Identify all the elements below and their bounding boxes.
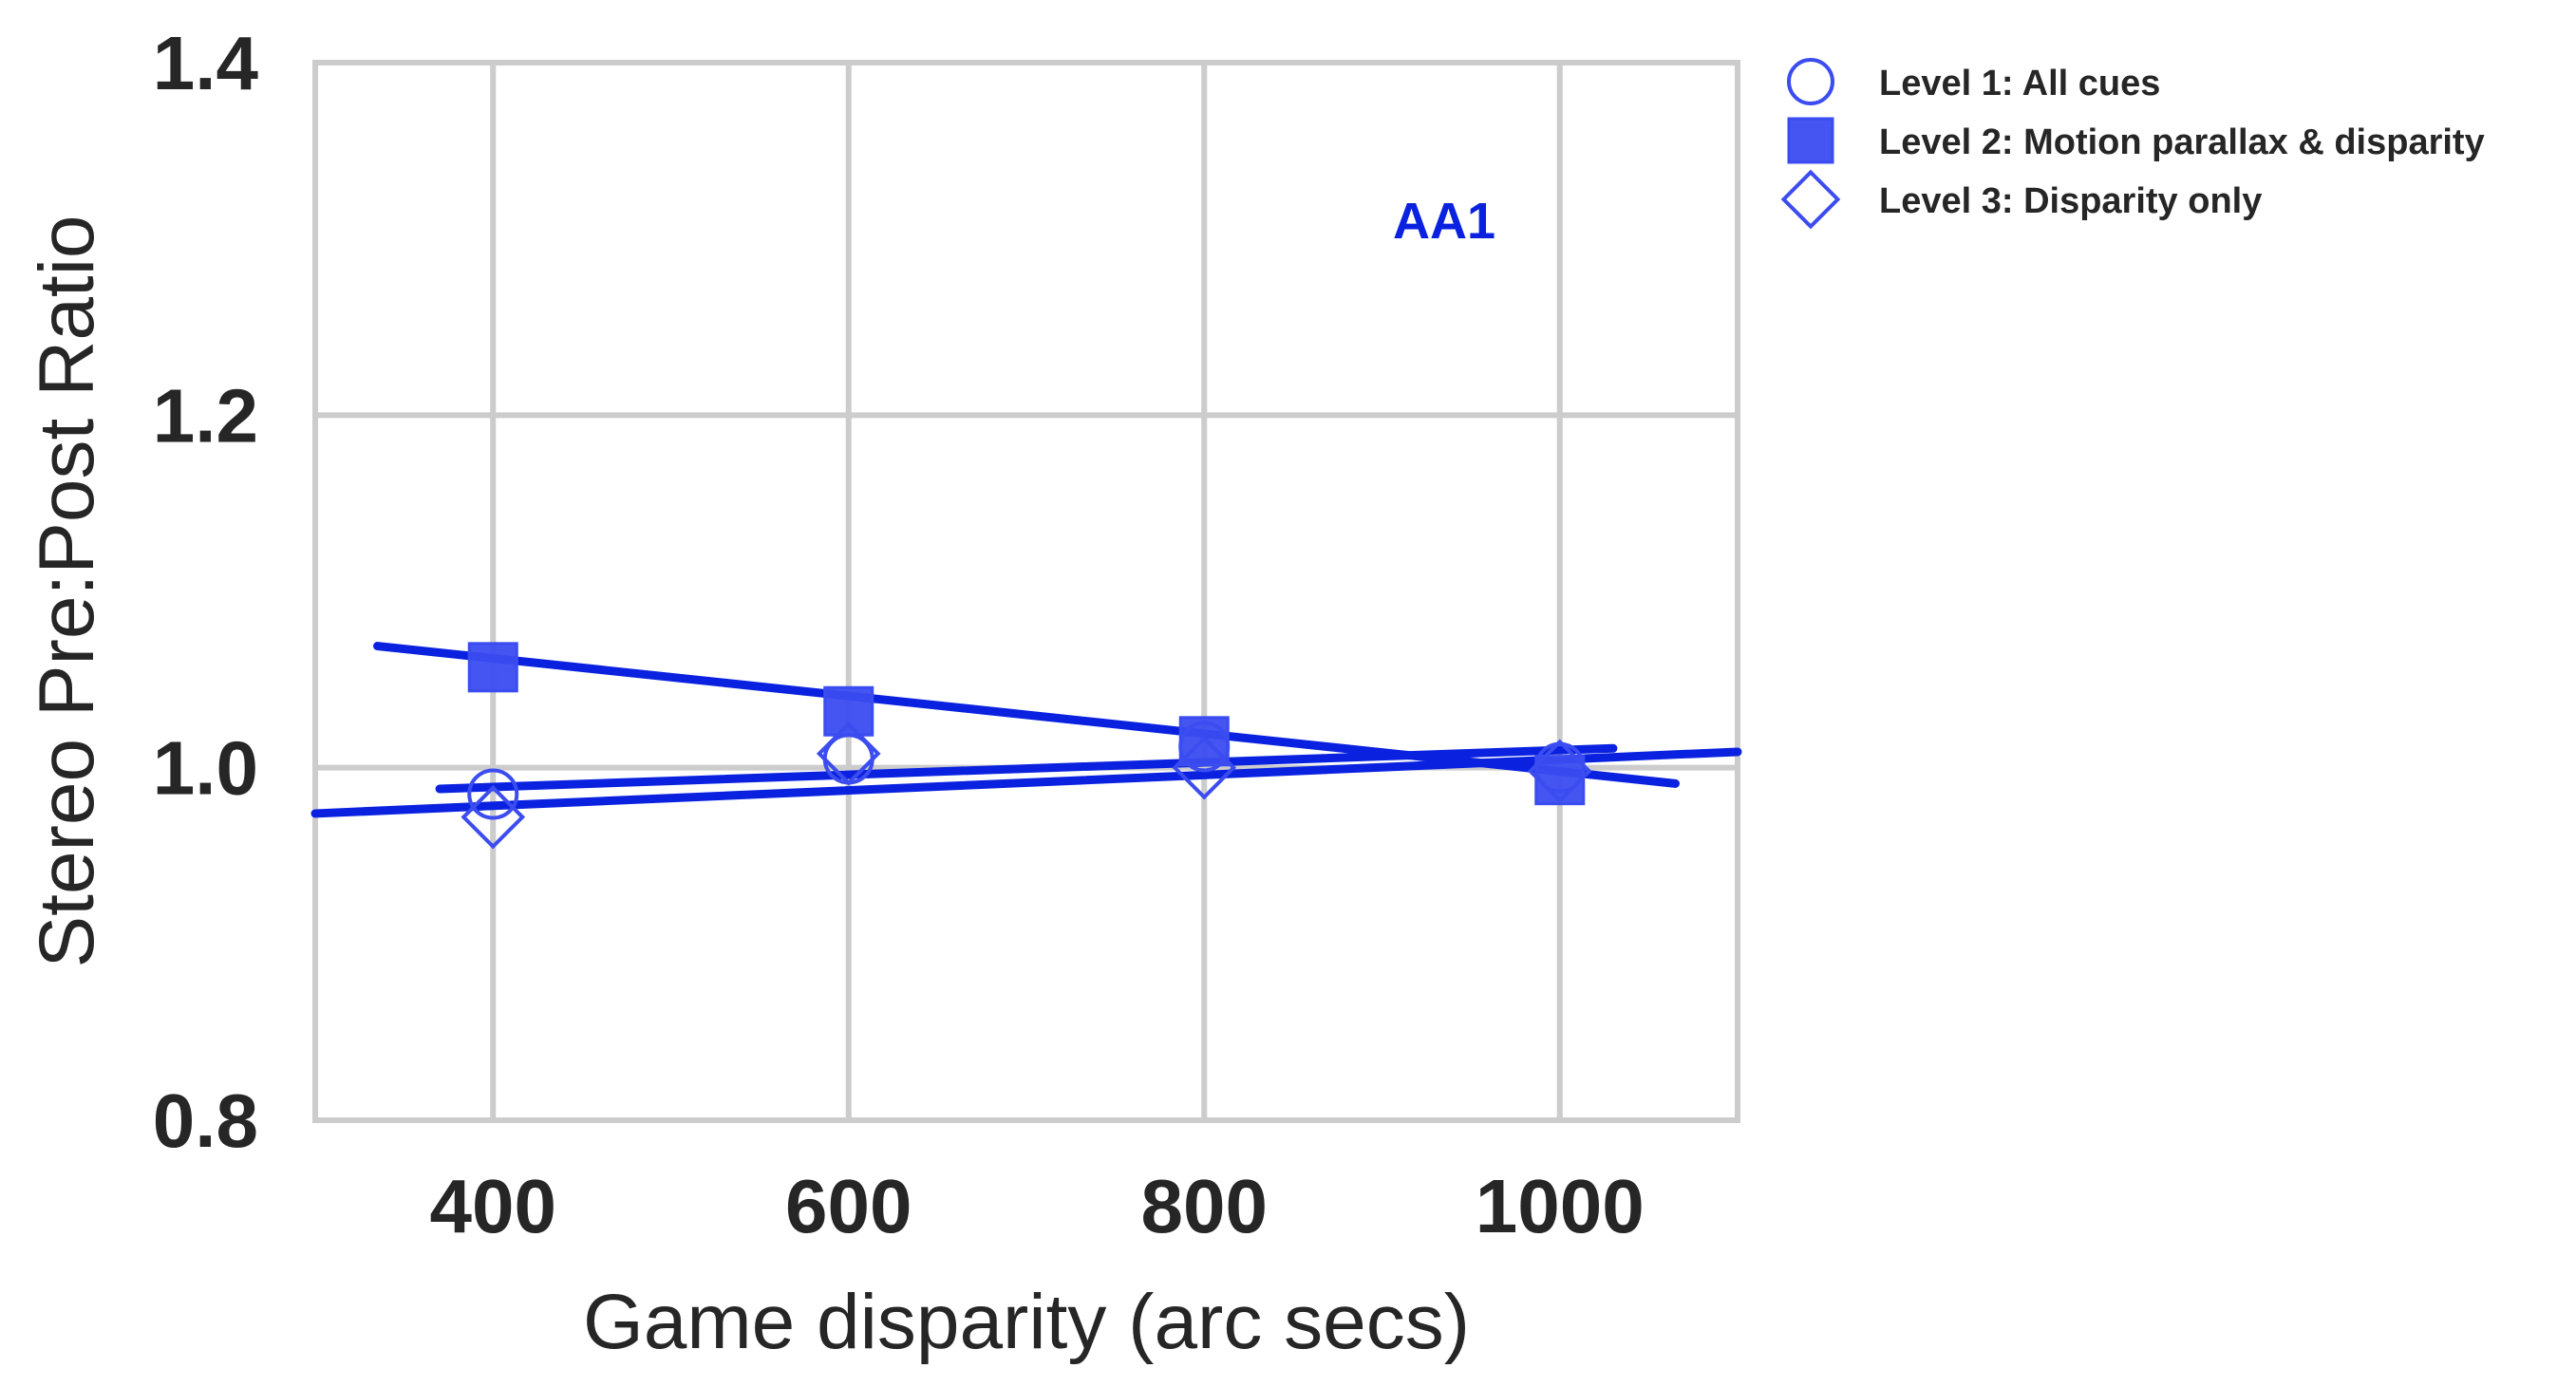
x-tick-label: 600 [785,1164,912,1248]
y-axis-label: Stereo Pre:Post Ratio [24,215,110,967]
legend-label: Level 3: Disparity only [1879,181,2262,221]
data-point [1172,735,1237,800]
legend-label: Level 2: Motion parallax & disparity [1879,122,2485,162]
x-tick-label: 400 [430,1164,556,1248]
fit-lines [310,642,1742,818]
chart-annotation: AA1 [1393,193,1495,250]
fit-line [310,747,1742,818]
data-point [1178,716,1230,767]
data-point [823,685,874,737]
x-tick-label: 800 [1141,1164,1268,1248]
data-point [467,768,519,820]
y-tick-label: 1.4 [153,21,259,105]
legend-marker [1787,117,1834,164]
data-point [461,784,526,850]
y-tick-label: 1.2 [153,373,258,458]
legend-marker [1780,169,1841,230]
data-point [1527,739,1592,804]
y-tick-label: 1.0 [153,726,258,811]
data-point [467,642,518,693]
x-tick-label: 1000 [1476,1164,1645,1248]
legend-label: Level 1: All cues [1879,64,2160,103]
plot-frame [312,60,1740,1123]
tick-labels: 400 600 800 1000 0.8 1.0 1.2 1.4 [153,21,1645,1248]
legend-marker [1787,58,1834,105]
legend: Level 1: All cues Level 2: Motion paralla… [1780,58,2485,230]
y-tick-label: 0.8 [153,1078,258,1163]
data-point [816,721,881,786]
data-point [1534,755,1586,806]
x-axis-label: Game disparity (arc secs) [583,1279,1470,1365]
data-markers [461,642,1592,850]
